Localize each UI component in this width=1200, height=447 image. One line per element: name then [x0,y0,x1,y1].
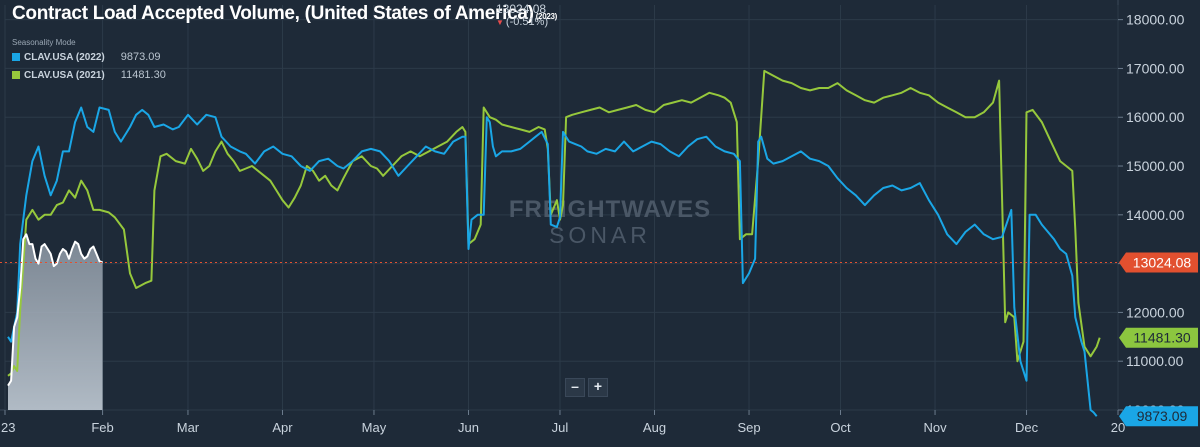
zoom-in-button[interactable]: + [588,378,608,397]
x-tick-label: Dec [1015,420,1039,435]
chart-title-year: (2023) [535,12,558,21]
watermark: FREIGHTWAVES SONAR [509,196,711,248]
y-tick-label: 16000.00 [1126,109,1185,125]
x-tick-label: Feb [91,420,113,435]
value-tag-2022-shape [1119,406,1198,427]
x-tick-label: Apr [272,420,293,435]
series-2022-line [7,106,1098,417]
last-value: 13024.08 [496,2,547,16]
value-tag-2021-shape [1119,327,1198,348]
seasonality-mode-label: Seasonality Mode [12,38,76,47]
change-value: (-0.51%) [505,16,549,28]
legend-label-2022: CLAV.USA (2022) [24,52,105,63]
value-tags: 13024.08 11481.30 9873.09 [1119,252,1198,427]
x-tick-label: Sep [737,420,760,435]
legend-value-2021: 11481.30 [120,69,166,81]
watermark-line1: FREIGHTWAVES [509,196,711,223]
series-2021-line [7,69,1101,377]
x-tick-label: Jul [552,420,569,435]
series-2023-line [7,233,103,387]
y-tick-label: 15000.00 [1126,158,1185,174]
series-2023-area [8,234,103,410]
x-tick-label: Jun [458,420,479,435]
y-tick-label: 14000.00 [1126,207,1185,223]
y-tick-label: 18000.00 [1126,12,1185,28]
x-tick-label: Mar [177,420,200,435]
value-tag-2022-label: 9873.09 [1137,408,1188,424]
down-arrow-icon: ▼ [496,18,504,27]
chart-title: Contract Load Accepted Volume, (United S… [12,3,557,25]
legend-item-2021[interactable]: CLAV.USA (2021) 11481.30 [12,69,166,81]
legend-item-2022[interactable]: CLAV.USA (2022) 9873.09 [12,51,161,63]
legend-value-2022: 9873.09 [120,51,161,63]
legend-label-2021: CLAV.USA (2021) [24,70,105,81]
zoom-out-button[interactable]: – [565,378,585,397]
x-tick-label: 23 [1,420,15,435]
value-tag-2023-label: 13024.08 [1133,254,1192,270]
change-readout: ▼ (-0.51%) [496,16,548,28]
x-tick-label: Oct [830,420,851,435]
value-tag-2023-shape [1119,252,1198,273]
x-tick-label: 20 [1111,420,1125,435]
value-tag-2023: 13024.08 [1119,252,1198,273]
legend-swatch-2022 [12,53,20,61]
legend-swatch-2021 [12,71,20,79]
x-tick-label: Nov [923,420,947,435]
y-tick-label: 12000.00 [1126,304,1185,320]
x-tick-label: Aug [643,420,666,435]
value-tag-2022: 9873.09 [1119,406,1198,427]
value-tag-2021-label: 11481.30 [1133,330,1191,346]
y-tick-label: 17000.00 [1126,60,1185,76]
x-axis: 23 Feb Mar Apr May Jun Jul Aug Sep Oct Nov Dec 20 [1,410,1125,435]
value-tag-2021: 11481.30 [1119,327,1198,348]
watermark-line2: SONAR [549,222,651,248]
y-tick-label: 11000.00 [1126,353,1184,369]
x-tick-label: May [362,420,387,435]
chart-title-text: Contract Load Accepted Volume, (United S… [12,3,534,24]
y-axis: 18000.00 17000.00 16000.00 15000.00 14000.00… [1118,12,1185,418]
